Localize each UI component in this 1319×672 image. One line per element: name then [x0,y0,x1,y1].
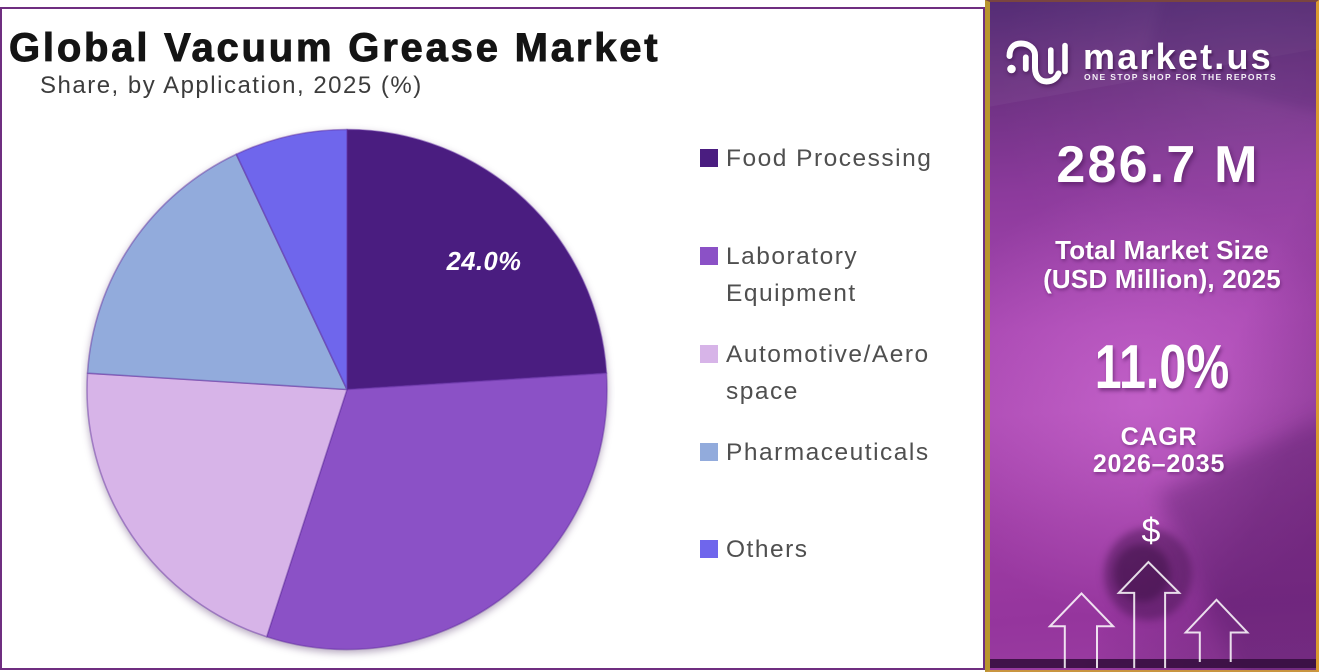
svg-text:24.0%: 24.0% [446,248,522,276]
